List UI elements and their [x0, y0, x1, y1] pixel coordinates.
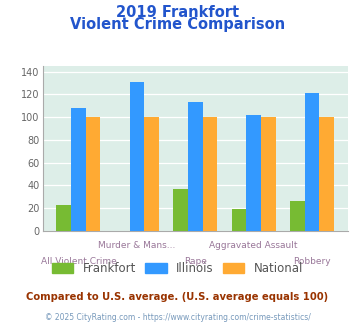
Bar [173, 189, 188, 231]
Bar [305, 93, 320, 231]
Legend: Frankfort, Illinois, National: Frankfort, Illinois, National [48, 258, 307, 279]
Text: © 2025 CityRating.com - https://www.cityrating.com/crime-statistics/: © 2025 CityRating.com - https://www.city… [45, 313, 310, 322]
Bar [246, 115, 261, 231]
Text: Rape: Rape [184, 257, 207, 266]
Bar [261, 117, 275, 231]
Text: Robbery: Robbery [293, 257, 331, 266]
Bar [71, 108, 86, 231]
Text: Murder & Mans...: Murder & Mans... [98, 241, 175, 250]
Bar [232, 209, 246, 231]
Bar [290, 201, 305, 231]
Text: Compared to U.S. average. (U.S. average equals 100): Compared to U.S. average. (U.S. average … [26, 292, 329, 302]
Bar [56, 205, 71, 231]
Text: All Violent Crime: All Violent Crime [40, 257, 116, 266]
Bar [320, 117, 334, 231]
Bar [203, 117, 217, 231]
Text: Violent Crime Comparison: Violent Crime Comparison [70, 17, 285, 32]
Bar [130, 82, 144, 231]
Bar [188, 102, 203, 231]
Text: 2019 Frankfort: 2019 Frankfort [116, 5, 239, 20]
Text: Aggravated Assault: Aggravated Assault [209, 241, 298, 250]
Bar [144, 117, 159, 231]
Bar [86, 117, 100, 231]
